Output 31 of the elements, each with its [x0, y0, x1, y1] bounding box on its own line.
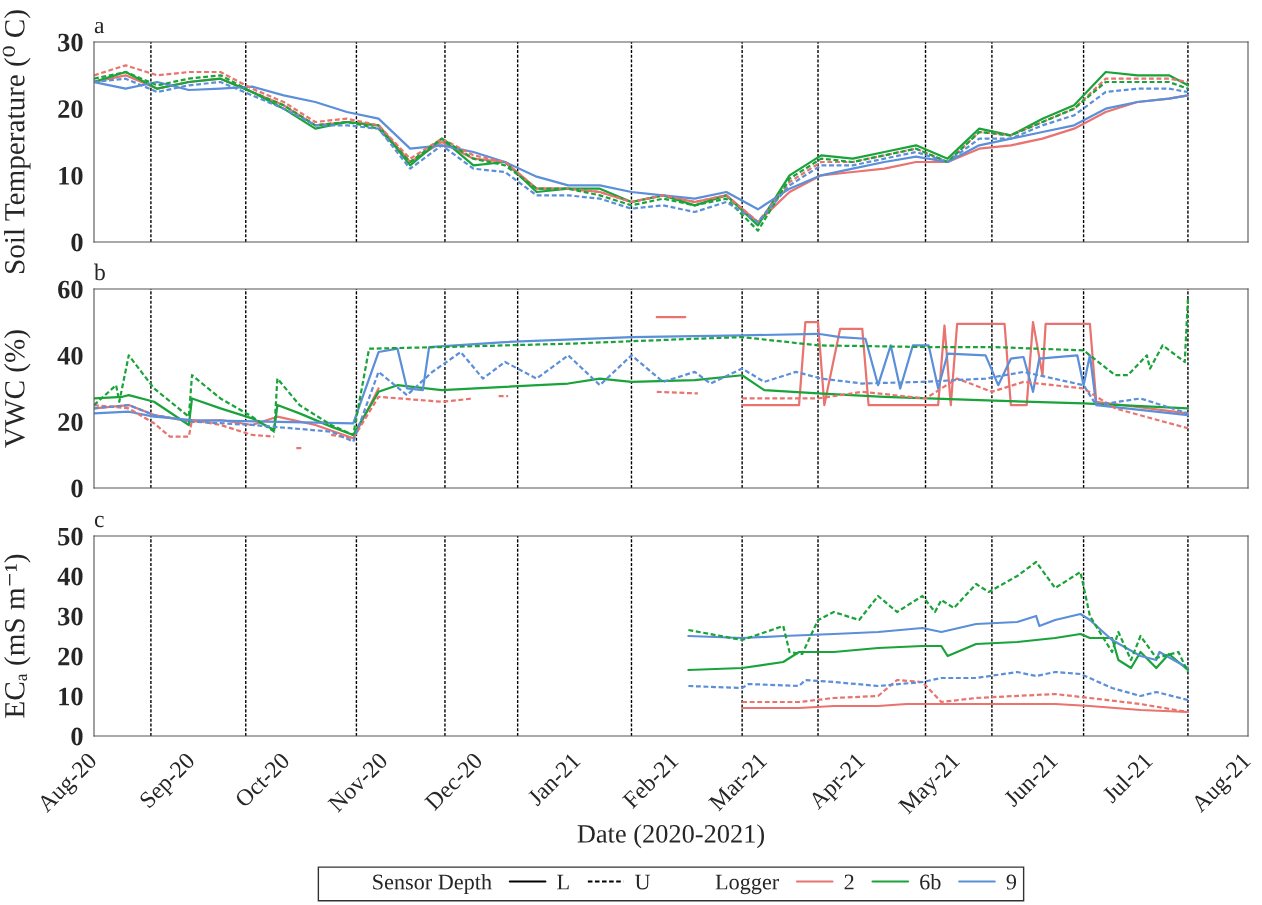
chart-title: b	[94, 263, 105, 281]
y-tick-label: 40	[57, 567, 83, 586]
x-axis-title: Date (2020-2021)	[577, 824, 765, 849]
legend-label: 2	[844, 874, 854, 890]
y-tick-label: 20	[58, 100, 83, 119]
chart-title: c	[94, 515, 104, 528]
y-tick-label: 20	[58, 647, 83, 666]
y-tick-label: 20	[58, 413, 83, 432]
y-tick-label: 30	[58, 33, 83, 52]
y-tick-label: 10	[59, 166, 83, 185]
chart-title: a	[94, 21, 105, 34]
y-tick-label: 60	[58, 280, 83, 299]
legend-title: Sensor Depth	[373, 873, 492, 895]
legend-label: 9	[1006, 874, 1017, 890]
text: U	[634, 874, 651, 890]
y-axis-title: Soil Temperature (⁰ C)	[2, 10, 31, 273]
y-tick-label: 0	[71, 479, 83, 498]
text: Logger	[715, 874, 779, 895]
line-series	[687, 612, 1190, 670]
y-tick-label: 0	[71, 727, 83, 746]
line-series	[94, 297, 1190, 437]
y-axis-title: VWC (%)	[4, 330, 31, 448]
y-tick-label: 30	[58, 607, 83, 626]
y-tick-label: 50	[58, 527, 83, 546]
y-tick-label: 40	[57, 346, 83, 365]
text: L	[557, 874, 569, 890]
y-tick-label: 0	[71, 233, 83, 252]
line-series	[687, 670, 1190, 702]
y-tick-label: 10	[59, 687, 83, 706]
y-axis-title: ECₐ (mS m⁻¹)	[4, 554, 31, 718]
legend-label: 6b	[920, 873, 941, 890]
